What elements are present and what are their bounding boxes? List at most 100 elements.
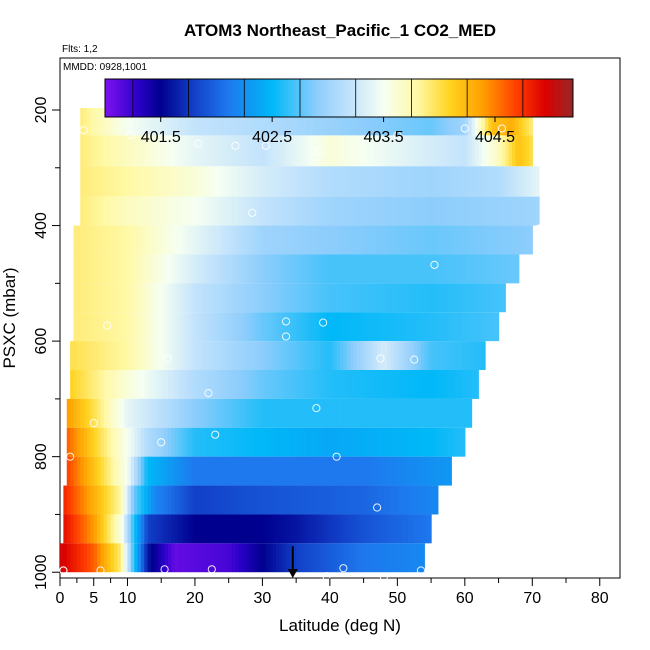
heatmap-cell: [417, 398, 422, 428]
heatmap-cell: [124, 283, 129, 313]
heatmap-cell: [107, 254, 112, 284]
heatmap-cell: [242, 312, 247, 342]
heatmap-cell: [242, 196, 247, 226]
heatmap-cell: [451, 166, 456, 197]
heatmap-cell: [83, 485, 88, 515]
heatmap-cell: [242, 225, 247, 255]
heatmap-cell: [404, 283, 409, 313]
heatmap-cell: [97, 456, 102, 486]
heatmap-cell: [265, 254, 270, 284]
heatmap-cell: [458, 166, 463, 197]
heatmap-band: [80, 166, 540, 197]
heatmap-cell: [188, 196, 193, 226]
heatmap-cell: [134, 312, 139, 342]
heatmap-cell: [474, 196, 479, 226]
heatmap-cell: [478, 135, 483, 167]
sample-point: [416, 566, 426, 575]
heatmap-cell: [447, 341, 452, 370]
heatmap-cell: [316, 456, 321, 486]
heatmap-cell: [427, 341, 432, 370]
heatmap-cell: [272, 456, 277, 486]
heatmap-cell: [80, 543, 85, 573]
heatmap-cell: [211, 166, 216, 197]
heatmap-cell: [140, 456, 145, 486]
heatmap-cell: [184, 312, 189, 342]
heatmap-cell: [174, 514, 179, 544]
x-tick-label: 30: [254, 590, 272, 607]
heatmap-cell: [120, 135, 125, 167]
heatmap-cell: [198, 398, 203, 428]
heatmap-cell: [103, 398, 108, 428]
heatmap-cell: [86, 283, 91, 313]
heatmap-cell: [211, 398, 216, 428]
heatmap-cell: [252, 196, 257, 226]
heatmap-cell: [383, 166, 388, 197]
heatmap-cell: [184, 166, 189, 197]
heatmap-cell: [458, 427, 463, 457]
heatmap-cell: [434, 398, 439, 428]
heatmap-cell: [194, 312, 199, 342]
heatmap-cell: [269, 398, 274, 428]
heatmap-cell: [400, 196, 405, 226]
heatmap-cell: [124, 107, 129, 136]
heatmap-cell: [323, 283, 328, 313]
heatmap-cell: [532, 166, 537, 197]
heatmap-cell: [232, 543, 237, 573]
heatmap-cell: [340, 107, 344, 136]
heatmap-cell: [127, 398, 132, 428]
heatmap-cell: [343, 485, 348, 515]
heatmap-cell: [171, 543, 176, 573]
heatmap-cell: [151, 166, 156, 197]
heatmap-cell: [491, 312, 496, 342]
heatmap-cell: [134, 456, 139, 486]
heatmap-cell: [299, 398, 304, 428]
heatmap-cell: [178, 166, 183, 197]
heatmap-cell: [393, 107, 398, 136]
heatmap-cell: [353, 107, 358, 136]
heatmap-cell: [370, 196, 375, 226]
heatmap-cell: [127, 312, 132, 342]
heatmap-cell: [319, 312, 324, 342]
heatmap-cell: [498, 283, 503, 313]
heatmap-cell: [154, 543, 159, 573]
heatmap-cell: [400, 225, 405, 255]
heatmap-cell: [377, 456, 382, 486]
heatmap-cell: [93, 514, 98, 544]
heatmap-cell: [302, 312, 307, 342]
heatmap-cell: [454, 254, 459, 284]
heatmap-cell: [319, 427, 324, 457]
heatmap-cell: [404, 135, 409, 167]
heatmap-cell: [110, 456, 115, 486]
heatmap-cell: [103, 312, 108, 342]
heatmap-cell: [410, 485, 415, 515]
heatmap-cell: [306, 225, 311, 255]
heatmap-cell: [147, 427, 152, 457]
heatmap-cell: [211, 456, 216, 486]
heatmap-cell: [184, 370, 189, 399]
heatmap-cell: [346, 427, 351, 457]
heatmap-cell: [181, 254, 186, 284]
heatmap-cell: [343, 135, 348, 167]
heatmap-cell: [188, 166, 193, 197]
heatmap-cell: [495, 196, 500, 226]
heatmap-cell: [437, 107, 442, 136]
heatmap-cell: [424, 341, 429, 370]
sample-point: [160, 135, 169, 145]
heatmap-cell: [309, 166, 314, 197]
heatmap-cell: [90, 427, 95, 457]
heatmap-cell: [201, 485, 206, 515]
heatmap-cell: [444, 341, 449, 370]
plot-frame: [59, 57, 621, 579]
heatmap-cell: [464, 254, 469, 284]
heatmap-cell: [238, 254, 243, 284]
heatmap-cell: [107, 196, 112, 226]
heatmap-cell: [201, 370, 206, 399]
heatmap-cell: [232, 398, 237, 428]
sample-point: [261, 141, 270, 150]
heatmap-cell: [434, 456, 439, 486]
heatmap-cell: [387, 312, 392, 342]
heatmap-cell: [97, 254, 102, 284]
heatmap-cell: [292, 225, 297, 255]
heatmap-cell: [360, 107, 365, 136]
heatmap-cell: [329, 427, 334, 457]
